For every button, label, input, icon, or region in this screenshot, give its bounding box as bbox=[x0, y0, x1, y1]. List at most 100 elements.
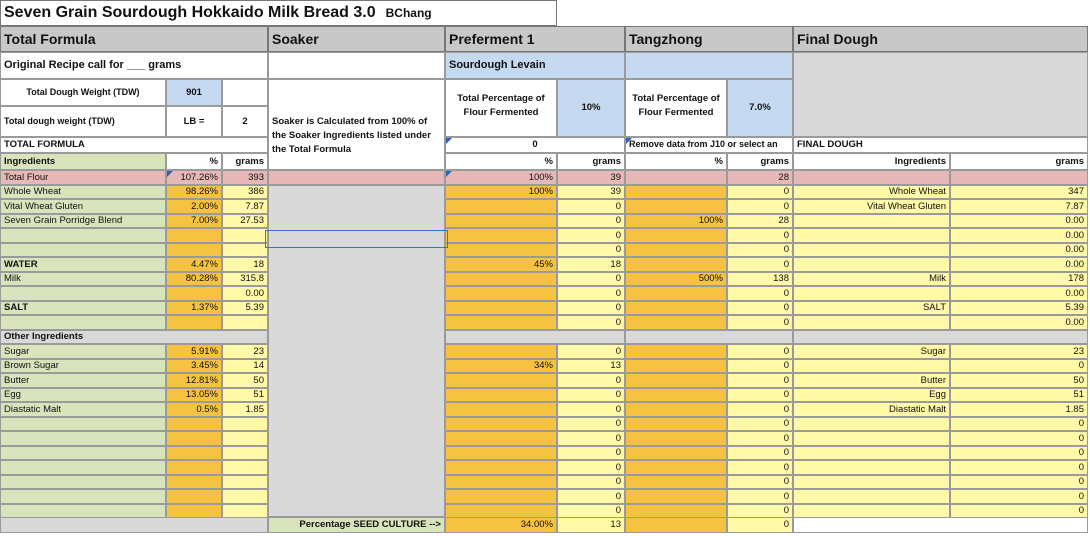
seed-culture-tz-pct[interactable] bbox=[625, 517, 727, 533]
final-dough-grams[interactable]: 50 bbox=[950, 373, 1088, 388]
tangzhong-pct[interactable] bbox=[625, 243, 727, 257]
ingredient-pct[interactable]: 4.47% bbox=[166, 257, 222, 272]
ingredient-grams[interactable]: 27.53 bbox=[222, 214, 268, 228]
tdw-label[interactable]: Total Dough Weight (TDW) bbox=[0, 79, 166, 106]
tangzhong-pct[interactable] bbox=[625, 431, 727, 446]
ingredient-name[interactable]: Butter bbox=[0, 373, 166, 388]
preferment-pct[interactable] bbox=[445, 286, 557, 301]
ingredient-pct[interactable] bbox=[166, 431, 222, 446]
ingredient-grams[interactable] bbox=[222, 315, 268, 330]
sheet-title-cell[interactable]: Seven Grain Sourdough Hokkaido Milk Brea… bbox=[0, 0, 557, 26]
ingredient-grams[interactable]: 51 bbox=[222, 388, 268, 402]
pf-col-header-grams[interactable]: grams bbox=[557, 153, 625, 170]
final-dough-grams[interactable]: 23 bbox=[950, 344, 1088, 359]
tangzhong-pct[interactable] bbox=[625, 185, 727, 199]
tangzhong-grams[interactable]: 0 bbox=[727, 243, 793, 257]
tangzhong-pct[interactable] bbox=[625, 199, 727, 214]
ingredient-pct[interactable] bbox=[166, 315, 222, 330]
tangzhong-grams[interactable]: 0 bbox=[727, 228, 793, 243]
preferment-pct[interactable] bbox=[445, 344, 557, 359]
soaker-blank-cell[interactable] bbox=[268, 52, 445, 79]
total-formula-label[interactable]: TOTAL FORMULA bbox=[0, 137, 268, 153]
final-dough-grams[interactable]: 347 bbox=[950, 185, 1088, 199]
preferment-pct[interactable] bbox=[445, 431, 557, 446]
ingredient-grams[interactable]: 5.39 bbox=[222, 301, 268, 315]
preferment-grams[interactable]: 0 bbox=[557, 214, 625, 228]
ingredient-pct[interactable] bbox=[166, 475, 222, 489]
tangzhong-grams[interactable]: 0 bbox=[727, 431, 793, 446]
tangzhong-grams[interactable]: 0 bbox=[727, 388, 793, 402]
ingredient-grams[interactable] bbox=[222, 446, 268, 460]
final-dough-grams[interactable]: 0 bbox=[950, 446, 1088, 460]
ingredient-pct[interactable] bbox=[166, 446, 222, 460]
tangzhong-grams[interactable]: 0 bbox=[727, 446, 793, 460]
preferment-grams[interactable]: 0 bbox=[557, 417, 625, 431]
preferment-pct[interactable]: 100% bbox=[445, 185, 557, 199]
preferment-grams[interactable]: 0 bbox=[557, 489, 625, 504]
final-dough-ingredient[interactable] bbox=[793, 214, 950, 228]
preferment-grams[interactable]: 39 bbox=[557, 185, 625, 199]
col-header-ingredients[interactable]: Ingredients bbox=[0, 153, 166, 170]
ingredient-pct[interactable]: 7.00% bbox=[166, 214, 222, 228]
preferment-grams[interactable]: 0 bbox=[557, 460, 625, 475]
ingredient-grams[interactable]: 315.8 bbox=[222, 272, 268, 286]
tangzhong-grams[interactable]: 0 bbox=[727, 359, 793, 373]
col-header-grams[interactable]: grams bbox=[222, 153, 268, 170]
ingredient-name[interactable] bbox=[0, 228, 166, 243]
ingredient-pct[interactable]: 3.45% bbox=[166, 359, 222, 373]
tangzhong-pct[interactable] bbox=[625, 417, 727, 431]
lb-value[interactable]: 2 bbox=[222, 106, 268, 137]
final-dough-ingredient[interactable] bbox=[793, 417, 950, 431]
final-dough-grams[interactable]: 0 bbox=[950, 460, 1088, 475]
tangzhong-pct[interactable] bbox=[625, 228, 727, 243]
tangzhong-pct[interactable] bbox=[625, 460, 727, 475]
soaker-body[interactable] bbox=[268, 185, 445, 517]
section-header-soaker[interactable]: Soaker bbox=[268, 26, 445, 52]
tangzhong-pct[interactable] bbox=[625, 315, 727, 330]
section-header-preferment[interactable]: Preferment 1 bbox=[445, 26, 625, 52]
ingredient-name[interactable]: Seven Grain Porridge Blend bbox=[0, 214, 166, 228]
final-dough-ingredient[interactable] bbox=[793, 257, 950, 272]
tangzhong-grams[interactable]: 0 bbox=[727, 344, 793, 359]
preferment-pct[interactable] bbox=[445, 460, 557, 475]
ingredient-grams[interactable] bbox=[222, 475, 268, 489]
preferment-grams[interactable]: 0 bbox=[557, 373, 625, 388]
ingredient-pct[interactable] bbox=[166, 460, 222, 475]
final-dough-ingredient[interactable] bbox=[793, 228, 950, 243]
final-dough-ingredient[interactable] bbox=[793, 475, 950, 489]
ingredient-grams[interactable]: 386 bbox=[222, 185, 268, 199]
final-dough-ingredient[interactable] bbox=[793, 504, 950, 518]
ingredient-name[interactable] bbox=[0, 504, 166, 518]
total-flour-preferment-grams[interactable]: 39 bbox=[557, 170, 625, 185]
ingredient-name[interactable]: Egg bbox=[0, 388, 166, 402]
ingredient-grams[interactable]: 0.00 bbox=[222, 286, 268, 301]
tangzhong-pct[interactable] bbox=[625, 489, 727, 504]
preferment-grams[interactable]: 0 bbox=[557, 301, 625, 315]
ingredient-grams[interactable] bbox=[222, 460, 268, 475]
preferment-grams[interactable]: 0 bbox=[557, 286, 625, 301]
final-dough-grams[interactable]: 5.39 bbox=[950, 301, 1088, 315]
final-dough-blank-cell[interactable] bbox=[793, 52, 1088, 137]
preferment-pct[interactable] bbox=[445, 199, 557, 214]
final-dough-ingredient[interactable] bbox=[793, 243, 950, 257]
ingredient-name[interactable]: WATER bbox=[0, 257, 166, 272]
preferment-grams[interactable]: 0 bbox=[557, 344, 625, 359]
ingredient-pct[interactable]: 13.05% bbox=[166, 388, 222, 402]
final-dough-grams[interactable]: 0.00 bbox=[950, 243, 1088, 257]
total-flour-final-dough-ingredient[interactable] bbox=[793, 170, 950, 185]
ingredient-pct[interactable]: 80.28% bbox=[166, 272, 222, 286]
tangzhong-grams[interactable]: 0 bbox=[727, 286, 793, 301]
soaker-note[interactable]: Soaker is Calculated from 100% of the So… bbox=[268, 79, 445, 170]
preferment-pct[interactable] bbox=[445, 489, 557, 504]
preferment-grams[interactable]: 13 bbox=[557, 359, 625, 373]
final-dough-ingredient[interactable]: Sugar bbox=[793, 344, 950, 359]
ingredient-name[interactable]: Whole Wheat bbox=[0, 185, 166, 199]
preferment-pct[interactable] bbox=[445, 315, 557, 330]
preferment-grams[interactable]: 0 bbox=[557, 272, 625, 286]
final-dough-grams[interactable]: 0 bbox=[950, 504, 1088, 518]
preferment-grams[interactable]: 0 bbox=[557, 199, 625, 214]
tangzhong-grams[interactable]: 28 bbox=[727, 214, 793, 228]
final-dough-grams[interactable]: 7.87 bbox=[950, 199, 1088, 214]
ingredient-grams[interactable]: 23 bbox=[222, 344, 268, 359]
ingredient-name[interactable] bbox=[0, 475, 166, 489]
